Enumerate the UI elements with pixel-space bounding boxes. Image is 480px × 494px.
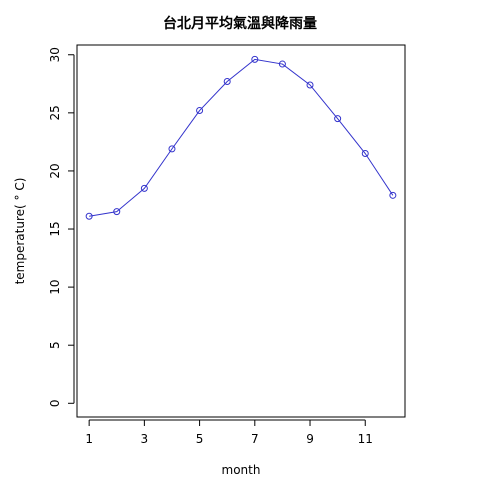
data-point (334, 115, 342, 123)
x-tick-label: 7 (251, 432, 259, 446)
y-axis-label: temperature( ° C) (13, 178, 27, 285)
x-tick-label: 1 (85, 432, 93, 446)
data-point (306, 81, 314, 89)
series-line (89, 58, 394, 217)
y-axis: 0 5 10 15 20 25 30 (48, 47, 75, 407)
plot-frame (76, 44, 406, 418)
data-point (196, 107, 204, 115)
data-point (389, 191, 397, 199)
data-point (140, 184, 148, 192)
y-tick-label: 0 (48, 399, 62, 407)
data-point (223, 77, 231, 85)
y-tick-label: 25 (48, 105, 62, 120)
data-point (113, 208, 121, 216)
x-axis-label: month (222, 463, 261, 477)
x-tick-label: 5 (196, 432, 204, 446)
y-tick-label: 15 (48, 221, 62, 236)
data-point (361, 150, 369, 158)
data-point (85, 212, 93, 220)
y-tick-label: 10 (48, 279, 62, 294)
chart-title: 台北月平均氣溫與降雨量 (163, 15, 317, 32)
x-tick-label: 11 (358, 432, 373, 446)
x-tick-label: 3 (141, 432, 149, 446)
data-point (278, 60, 286, 68)
y-tick-label: 30 (48, 47, 62, 62)
x-axis: 1 3 5 7 9 11 (85, 419, 373, 446)
y-tick-label: 5 (48, 341, 62, 349)
x-tick-label: 9 (306, 432, 314, 446)
data-point (168, 145, 176, 153)
data-point (251, 55, 259, 63)
series-layer (85, 55, 397, 220)
y-tick-label: 20 (48, 163, 62, 178)
